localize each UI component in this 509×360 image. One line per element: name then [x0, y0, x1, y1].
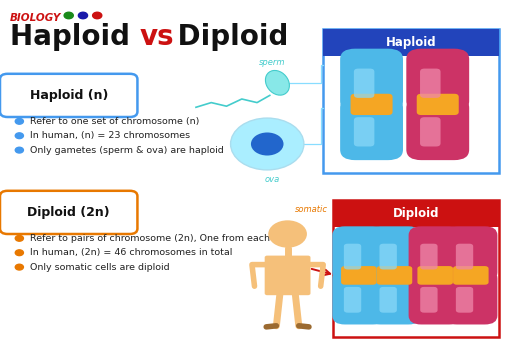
FancyBboxPatch shape [0, 74, 137, 117]
FancyBboxPatch shape [323, 29, 499, 56]
FancyBboxPatch shape [409, 270, 462, 324]
FancyBboxPatch shape [340, 97, 403, 160]
FancyBboxPatch shape [417, 94, 459, 115]
FancyBboxPatch shape [377, 266, 412, 285]
FancyBboxPatch shape [332, 270, 385, 324]
FancyBboxPatch shape [453, 266, 489, 285]
FancyBboxPatch shape [265, 256, 310, 295]
Text: Haploid: Haploid [386, 36, 436, 49]
FancyBboxPatch shape [406, 49, 469, 112]
Text: In human, (n) = 23 chromosomes: In human, (n) = 23 chromosomes [30, 131, 190, 140]
FancyBboxPatch shape [354, 117, 375, 147]
FancyBboxPatch shape [354, 69, 375, 98]
Text: Diploid: Diploid [393, 207, 439, 220]
FancyBboxPatch shape [420, 69, 441, 98]
Circle shape [15, 235, 23, 241]
FancyBboxPatch shape [323, 29, 499, 173]
Text: In human, (2n) = 46 chromosomes in total: In human, (2n) = 46 chromosomes in total [30, 248, 232, 257]
FancyBboxPatch shape [409, 226, 462, 281]
FancyBboxPatch shape [456, 244, 473, 270]
FancyBboxPatch shape [406, 97, 469, 160]
FancyBboxPatch shape [420, 244, 438, 270]
Text: Haploid (n): Haploid (n) [30, 89, 108, 102]
Circle shape [231, 118, 304, 170]
Text: Haploid: Haploid [10, 23, 140, 51]
FancyBboxPatch shape [444, 270, 497, 324]
Circle shape [15, 264, 23, 270]
FancyBboxPatch shape [380, 287, 397, 313]
FancyBboxPatch shape [456, 287, 473, 313]
Circle shape [93, 12, 102, 19]
Ellipse shape [265, 71, 290, 95]
Circle shape [251, 132, 284, 156]
Text: sperm: sperm [259, 58, 286, 67]
FancyBboxPatch shape [333, 200, 499, 337]
Text: Diploid (2n): Diploid (2n) [27, 206, 110, 219]
Circle shape [15, 147, 23, 153]
FancyBboxPatch shape [368, 226, 421, 281]
FancyBboxPatch shape [420, 117, 441, 147]
Text: vs: vs [140, 23, 175, 51]
FancyBboxPatch shape [351, 94, 392, 115]
Text: Refer to one set of chromosome (n): Refer to one set of chromosome (n) [30, 117, 199, 126]
FancyBboxPatch shape [368, 270, 421, 324]
Text: somatic: somatic [295, 205, 328, 214]
FancyBboxPatch shape [341, 266, 377, 285]
Circle shape [15, 133, 23, 139]
Text: Refer to pairs of chromosome (2n), One from each parent: Refer to pairs of chromosome (2n), One f… [30, 234, 304, 243]
FancyBboxPatch shape [344, 244, 361, 270]
FancyBboxPatch shape [333, 200, 499, 227]
Text: Only gametes (sperm & ova) are haploid: Only gametes (sperm & ova) are haploid [30, 145, 223, 155]
Circle shape [15, 118, 23, 124]
Circle shape [268, 220, 307, 248]
Circle shape [78, 12, 88, 19]
FancyBboxPatch shape [420, 287, 438, 313]
FancyBboxPatch shape [444, 226, 497, 281]
FancyBboxPatch shape [380, 244, 397, 270]
Text: Diploid: Diploid [168, 23, 288, 51]
Circle shape [64, 12, 73, 19]
Text: ova: ova [265, 175, 280, 184]
Text: BIOLOGY: BIOLOGY [10, 13, 62, 23]
FancyBboxPatch shape [417, 266, 453, 285]
FancyBboxPatch shape [344, 287, 361, 313]
FancyBboxPatch shape [340, 49, 403, 112]
FancyBboxPatch shape [332, 226, 385, 281]
FancyBboxPatch shape [0, 191, 137, 234]
Circle shape [15, 250, 23, 256]
Text: Only somatic cells are diploid: Only somatic cells are diploid [30, 263, 169, 271]
